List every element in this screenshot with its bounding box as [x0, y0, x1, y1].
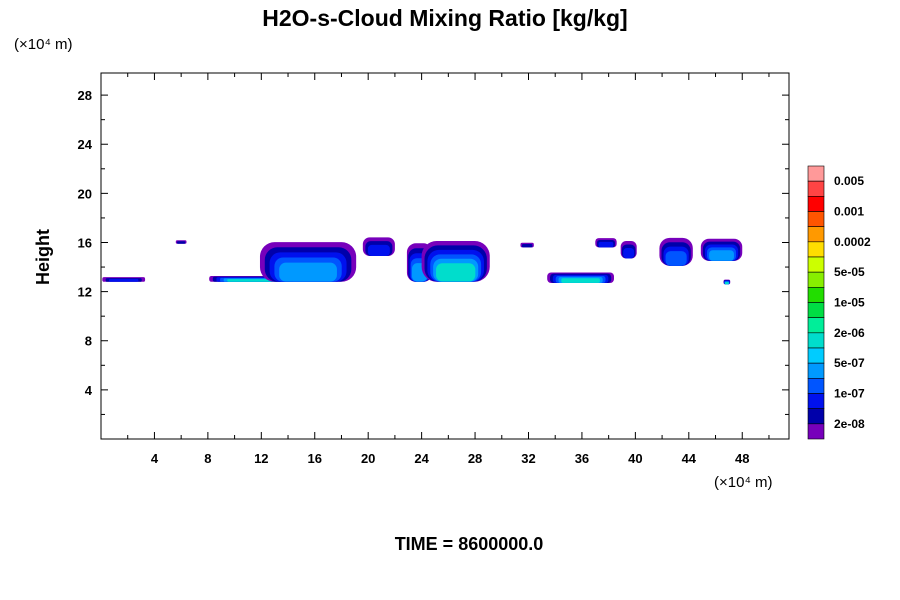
y-unit-label: (×10⁴ m)	[14, 36, 73, 53]
colorbar-swatch	[807, 226, 825, 243]
x-axis: 4 8 12 16 20 24 28 32 36 40 44 48	[127, 73, 770, 466]
cloud-region-12	[659, 237, 693, 266]
x-tick-label: 4	[151, 451, 159, 466]
colorbar-label: 0.0002	[834, 235, 871, 249]
y-axis-label: Height	[33, 229, 53, 285]
colorbar-swatch	[807, 241, 825, 258]
colorbar-swatch	[807, 408, 825, 425]
x-tick-label: 32	[521, 451, 535, 466]
x-tick-label: 44	[682, 451, 697, 466]
y-tick-label: 28	[78, 88, 92, 103]
y-tick-label: 16	[78, 235, 92, 250]
colorbar-swatch	[807, 256, 825, 273]
colorbar-label: 2e-06	[834, 326, 865, 340]
cloud-region-3	[209, 275, 295, 282]
colorbar-swatch	[807, 332, 825, 349]
colorbar-label: 5e-07	[834, 356, 865, 370]
y-tick-label: 4	[85, 383, 93, 398]
colorbar-swatch	[807, 211, 825, 227]
colorbar-swatch	[807, 378, 825, 394]
colorbar-swatch	[807, 180, 825, 197]
colorbar-swatch	[807, 302, 825, 318]
colorbar-swatch	[807, 423, 825, 440]
y-tick-label: 20	[78, 186, 92, 201]
plot-frame	[100, 72, 790, 440]
contour-regions	[102, 237, 743, 285]
colorbar-label: 1e-05	[834, 296, 865, 310]
colorbar-swatch	[807, 347, 825, 364]
x-tick-label: 20	[361, 451, 375, 466]
colorbar: 0.005 0.001 0.0002 5e-05 1e-05 2e-06 5e-07 1e-0…	[807, 165, 871, 440]
colorbar-label: 1e-07	[834, 387, 865, 401]
chart-title: H2O-s-Cloud Mixing Ratio [kg/kg]	[262, 5, 627, 31]
cloud-region-1	[102, 277, 146, 282]
time-label: TIME = 8600000.0	[395, 534, 544, 554]
y-axis: 4 8 12 16 20 24 28	[78, 88, 789, 415]
colorbar-swatch	[807, 362, 825, 379]
cloud-region-4	[259, 242, 357, 282]
x-tick-label: 16	[308, 451, 322, 466]
cloud-region-2	[175, 240, 187, 244]
colorbar-swatch	[807, 196, 825, 212]
colorbar-swatch	[807, 393, 825, 409]
x-tick-label: 24	[414, 451, 429, 466]
x-tick-label: 8	[204, 451, 211, 466]
colorbar-swatch	[807, 271, 825, 288]
colorbar-swatch	[807, 287, 825, 303]
colorbar-label: 0.005	[834, 174, 864, 188]
y-tick-label: 24	[78, 137, 93, 152]
colorbar-label: 0.001	[834, 205, 864, 219]
cloud-region-13	[700, 238, 743, 261]
colorbar-swatch	[807, 317, 825, 334]
x-tick-label: 36	[575, 451, 589, 466]
cloud-region-7	[421, 240, 490, 282]
cloud-region-5	[362, 237, 395, 256]
cloud-region-9	[547, 272, 614, 284]
x-tick-label: 28	[468, 451, 482, 466]
colorbar-swatch	[807, 165, 825, 182]
colorbar-label: 2e-08	[834, 417, 865, 431]
x-tick-label: 12	[254, 451, 268, 466]
cloud-region-14	[723, 279, 731, 285]
cloud-region-8	[520, 242, 534, 248]
x-tick-label: 40	[628, 451, 642, 466]
cloud-region-11	[620, 240, 637, 259]
x-tick-label: 48	[735, 451, 749, 466]
cloud-region-10	[595, 238, 617, 248]
colorbar-label: 5e-05	[834, 265, 865, 279]
y-tick-label: 12	[78, 285, 92, 300]
x-unit-label: (×10⁴ m)	[714, 474, 773, 491]
y-tick-label: 8	[85, 334, 92, 349]
